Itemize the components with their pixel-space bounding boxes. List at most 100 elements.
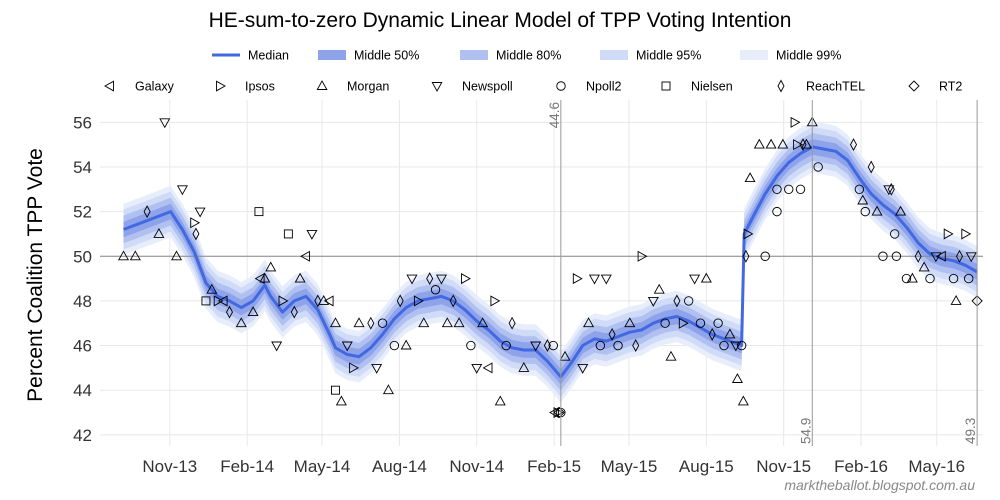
poll-point-newspoll	[471, 363, 483, 374]
poll-point-morgan	[259, 272, 271, 283]
poll-point-npoll2	[683, 296, 694, 306]
x-tick-label: May-16	[908, 457, 965, 476]
legend-label: Middle 80%	[496, 49, 561, 63]
x-tick-label: Feb-15	[527, 457, 581, 476]
poll-point-newspoll	[406, 274, 418, 285]
legend-swatch-band	[740, 50, 768, 60]
band-middle-50	[123, 139, 978, 385]
legend-marker-reachtel	[777, 79, 785, 93]
poll-point-npoll2	[719, 340, 729, 351]
poll-point-reachtel	[867, 160, 875, 174]
poll-point-newspoll	[965, 252, 977, 263]
poll-point-npoll2	[695, 318, 706, 328]
poll-point-npoll2	[860, 206, 870, 217]
poll-point-morgan	[724, 328, 736, 339]
poll-point-reachtel	[673, 294, 681, 308]
poll-point-newspoll	[647, 296, 659, 307]
poll-point-reachtel	[632, 339, 640, 352]
poll-point-npoll2	[430, 285, 441, 295]
poll-point-newspoll	[159, 118, 171, 129]
poll-point-morgan	[744, 172, 756, 183]
poll-point-npoll2	[613, 340, 623, 351]
poll-point-reachtel	[192, 227, 200, 241]
poll-point-npoll2	[854, 184, 865, 194]
poll-point-npoll2	[736, 340, 747, 351]
poll-point-newspoll	[588, 274, 600, 285]
poll-point-reachtel	[225, 305, 234, 319]
poll-point-morgan	[206, 283, 218, 294]
legend-label: Galaxy	[135, 80, 175, 94]
x-tick-label: Feb-14	[220, 457, 274, 476]
poll-point-morgan	[453, 317, 465, 328]
legend-marker-nielsen	[661, 81, 671, 91]
poll-point-npoll2	[377, 318, 388, 328]
y-tick-label: 46	[73, 337, 92, 356]
poll-point-morgan	[753, 138, 765, 149]
poll-point-morgan	[895, 205, 907, 216]
legend-swatch-band	[460, 50, 488, 60]
poll-point-ipsos	[461, 273, 471, 285]
poll-point-morgan	[382, 384, 394, 395]
y-tick-label: 52	[73, 203, 92, 222]
legend-bands: Median Middle 50% Middle 80% Middle 95% Midd…	[212, 49, 841, 63]
poll-point-morgan	[353, 317, 365, 328]
legend-marker-galaxy	[104, 80, 114, 92]
poll-point-reachtel	[396, 294, 404, 308]
poll-point-npoll2	[901, 273, 912, 284]
poll-point-morgan	[247, 306, 259, 317]
poll-point-nielsen	[283, 229, 293, 239]
poll-point-ipsos	[793, 139, 804, 151]
poll-point-morgan	[765, 138, 777, 149]
poll-point-npoll2	[964, 273, 974, 284]
legend-marker-newspoll	[431, 82, 443, 92]
legend-marker-morgan	[316, 80, 328, 90]
poll-point-newspoll	[371, 363, 383, 374]
poll-point-ipsos	[678, 317, 689, 329]
poll-point-morgan	[906, 272, 918, 283]
annotation-label: 54.9	[798, 418, 813, 444]
poll-point-morgan	[329, 317, 341, 328]
poll-point-morgan	[871, 205, 883, 216]
poll-point-morgan	[129, 250, 141, 261]
annotation-lines: 44.6 54.9 49.3	[547, 100, 978, 446]
poll-point-nielsen	[201, 296, 211, 306]
poll-point-galaxy	[482, 362, 493, 374]
poll-point-npoll2	[948, 273, 959, 284]
poll-point-npoll2	[501, 340, 511, 351]
poll-point-ipsos	[278, 295, 289, 307]
x-tick-label: May-15	[601, 457, 658, 476]
poll-point-morgan	[800, 138, 812, 149]
poll-point-reachtel	[426, 272, 434, 286]
legend-label: RT2	[939, 80, 962, 94]
poll-point-newspoll	[530, 341, 542, 352]
y-axis: 42 44 46 48 50 52 54 56	[73, 113, 92, 445]
poll-point-npoll2	[878, 251, 888, 261]
poll-point-newspoll	[577, 363, 589, 374]
poll-point-morgan	[118, 250, 130, 261]
legend-label: Middle 95%	[636, 49, 701, 63]
poll-point-npoll2	[813, 162, 823, 172]
legend-label: Newspoll	[462, 80, 513, 94]
poll-point-nielsen	[254, 207, 264, 217]
chart-title: HE-sum-to-zero Dynamic Linear Model of T…	[209, 9, 792, 32]
poll-point-reachtel	[143, 205, 151, 219]
poll-point-morgan	[559, 350, 571, 361]
poll-point-morgan	[653, 283, 665, 294]
y-tick-label: 48	[73, 292, 92, 311]
credit-text: marktheballot.blogspot.com.au	[784, 477, 975, 493]
poll-point-morgan	[857, 194, 869, 205]
x-tick-label: Aug-14	[372, 457, 427, 476]
poll-point-ipsos	[961, 228, 972, 240]
poll-point-ipsos	[349, 362, 360, 374]
poll-point-morgan	[624, 317, 636, 328]
y-tick-label: 42	[73, 426, 92, 445]
y-axis-label: Percent Coalition TPP Vote	[24, 148, 47, 402]
poll-point-npoll2	[925, 273, 935, 284]
poll-point-npoll2	[795, 184, 806, 194]
x-tick-label: Nov-13	[142, 457, 197, 476]
poll-point-newspoll	[435, 274, 447, 285]
poll-point-morgan	[171, 250, 183, 261]
legend-label: ReachTEL	[806, 80, 865, 94]
poll-point-npoll2	[466, 340, 476, 351]
